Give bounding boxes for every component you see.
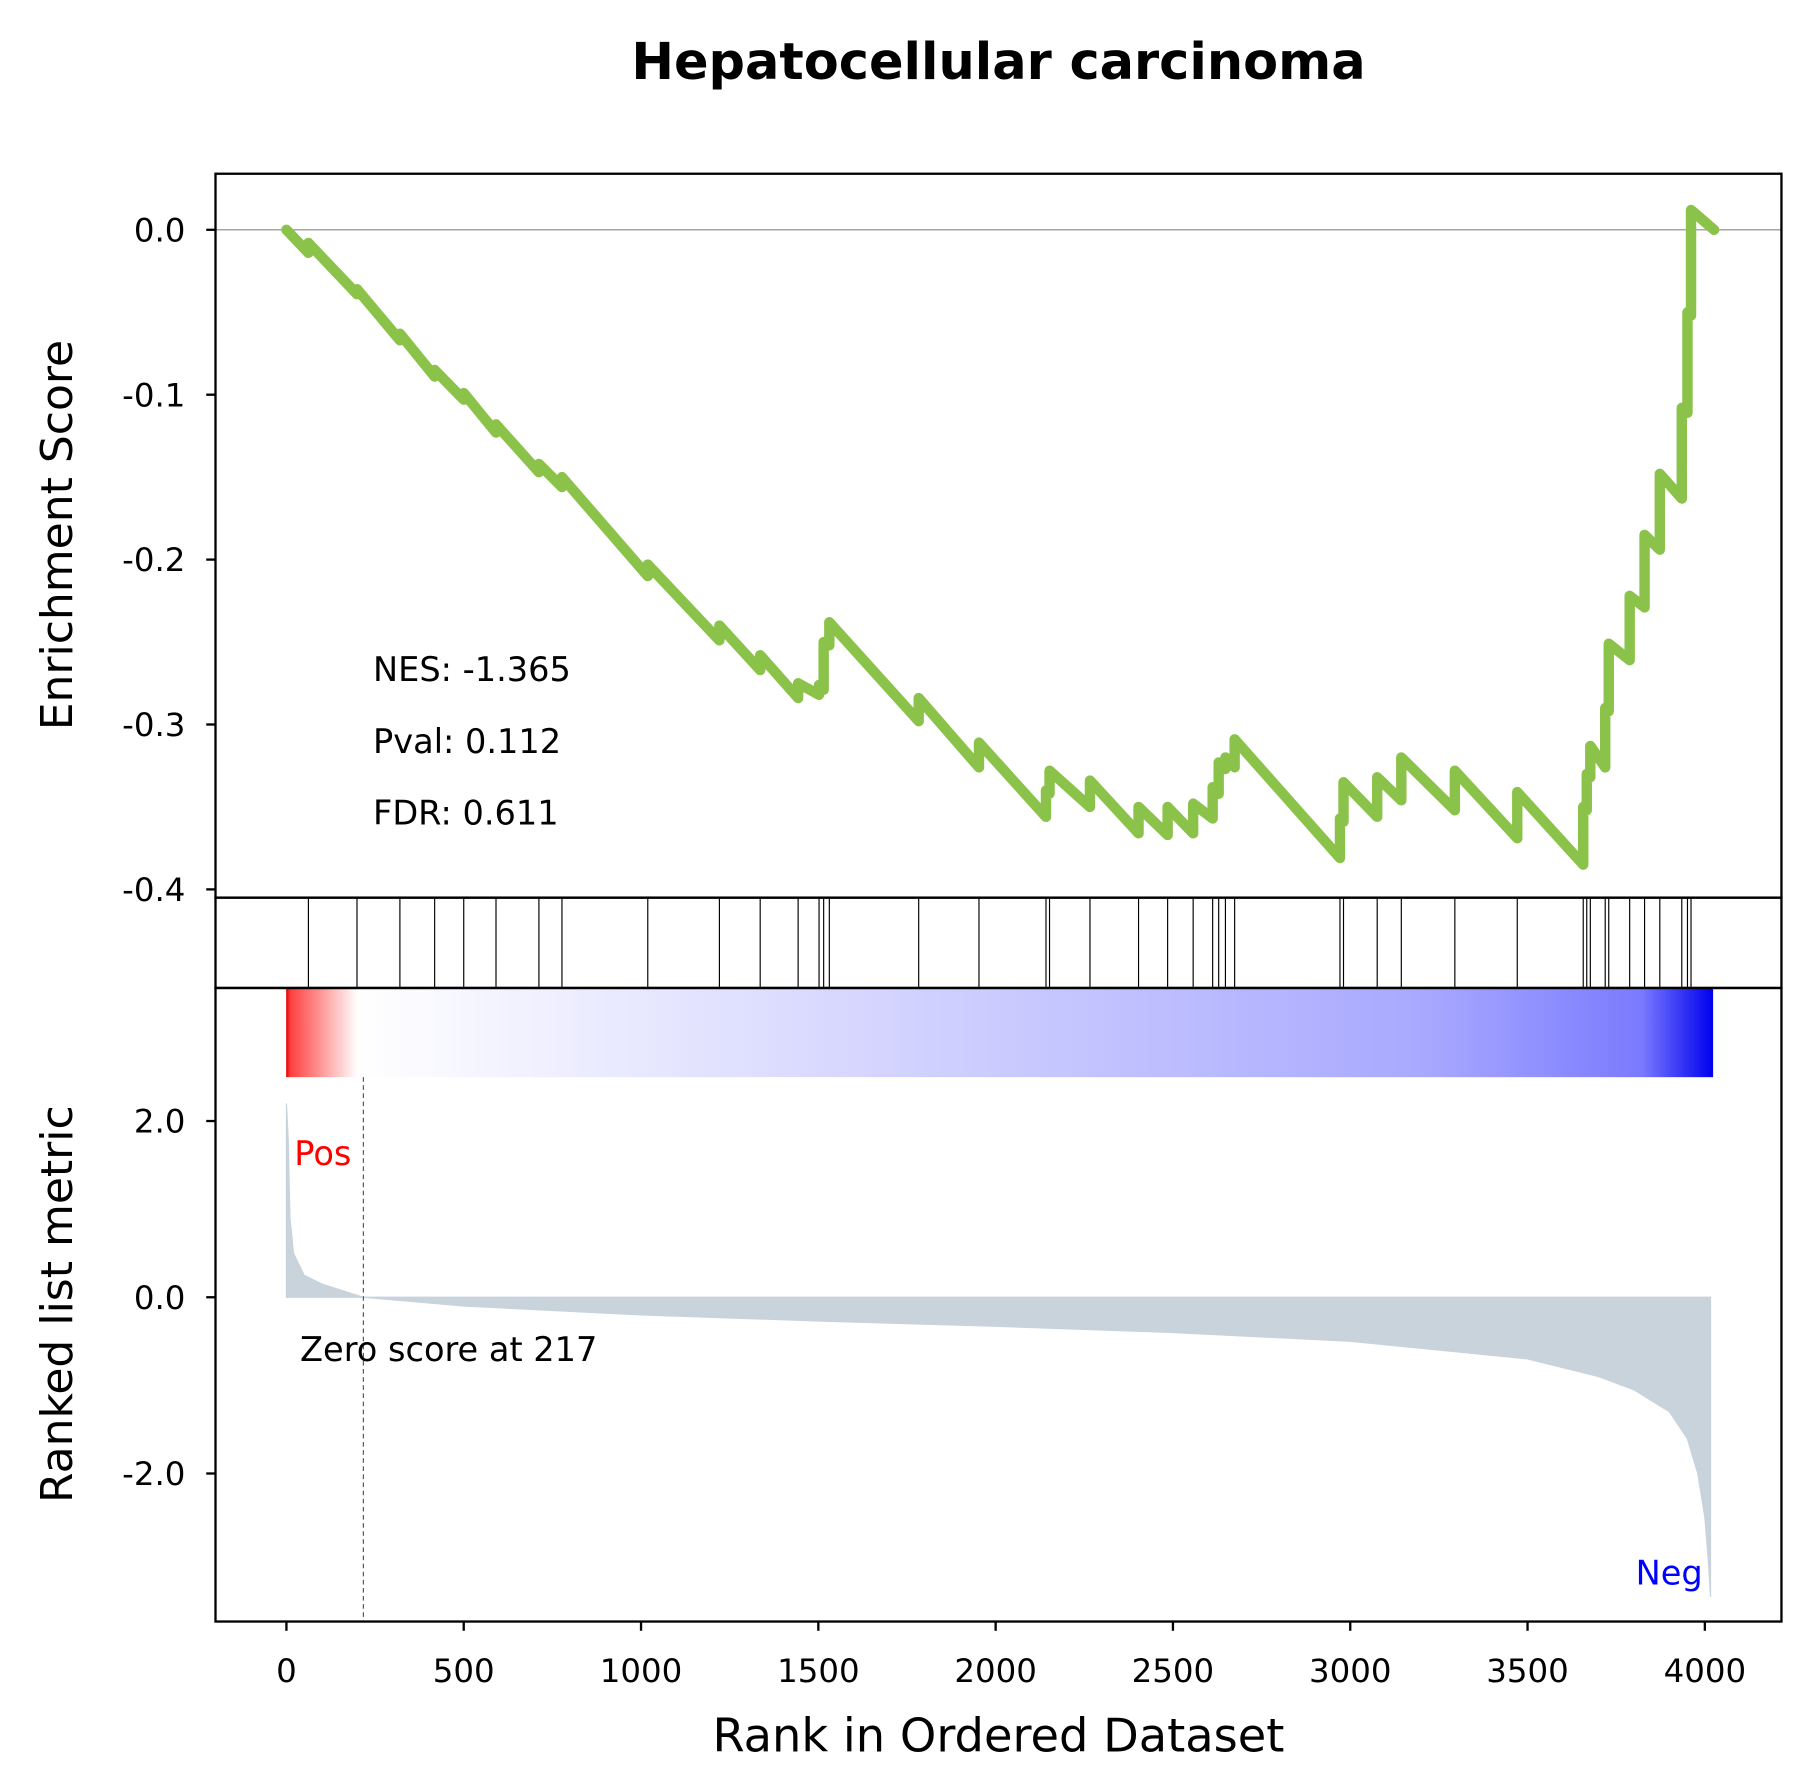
annotation: FDR: 0.611 xyxy=(373,794,559,833)
annotation: NES: -1.365 xyxy=(373,650,571,689)
chart-title: Hepatocellular carcinoma xyxy=(631,33,1365,92)
zero-score-label: Zero score at 217 xyxy=(300,1330,597,1369)
metric-area xyxy=(285,1103,1712,1597)
x-tick-label: 500 xyxy=(433,1652,495,1690)
annotation: Pval: 0.112 xyxy=(373,722,561,761)
y-tick-label: 0.0 xyxy=(134,1279,186,1317)
frame xyxy=(214,986,1783,1623)
neg-label: Neg xyxy=(1636,1553,1703,1592)
y-tick-label: 0.0 xyxy=(134,211,186,249)
y-axis-label: Enrichment Score xyxy=(32,340,83,730)
y-tick-label: -0.3 xyxy=(122,706,185,744)
x-tick-label: 1000 xyxy=(600,1652,683,1690)
x-tick-label: 3500 xyxy=(1486,1652,1569,1690)
x-tick-label: 3000 xyxy=(1309,1652,1392,1690)
es-line xyxy=(281,204,1720,870)
x-tick-label: 1500 xyxy=(777,1652,860,1690)
x-tick-label: 0 xyxy=(276,1652,297,1690)
color-bar xyxy=(286,987,1714,1078)
x-axis-label: Rank in Ordered Dataset xyxy=(712,1708,1284,1762)
y-tick-label: -0.2 xyxy=(122,541,185,579)
plot-area xyxy=(215,204,1782,1622)
y-tick-label: 2.0 xyxy=(134,1103,186,1141)
x-tick-label: 2000 xyxy=(954,1652,1037,1690)
y-tick-label: -2.0 xyxy=(122,1455,185,1493)
x-tick-label: 4000 xyxy=(1664,1652,1747,1690)
y-tick-label: -0.1 xyxy=(122,376,185,414)
y-tick-label: -0.4 xyxy=(122,871,185,909)
x-tick-label: 2500 xyxy=(1132,1652,1215,1690)
y-axis-label: Ranked list metric xyxy=(32,1105,83,1503)
pos-label: Pos xyxy=(294,1134,351,1173)
